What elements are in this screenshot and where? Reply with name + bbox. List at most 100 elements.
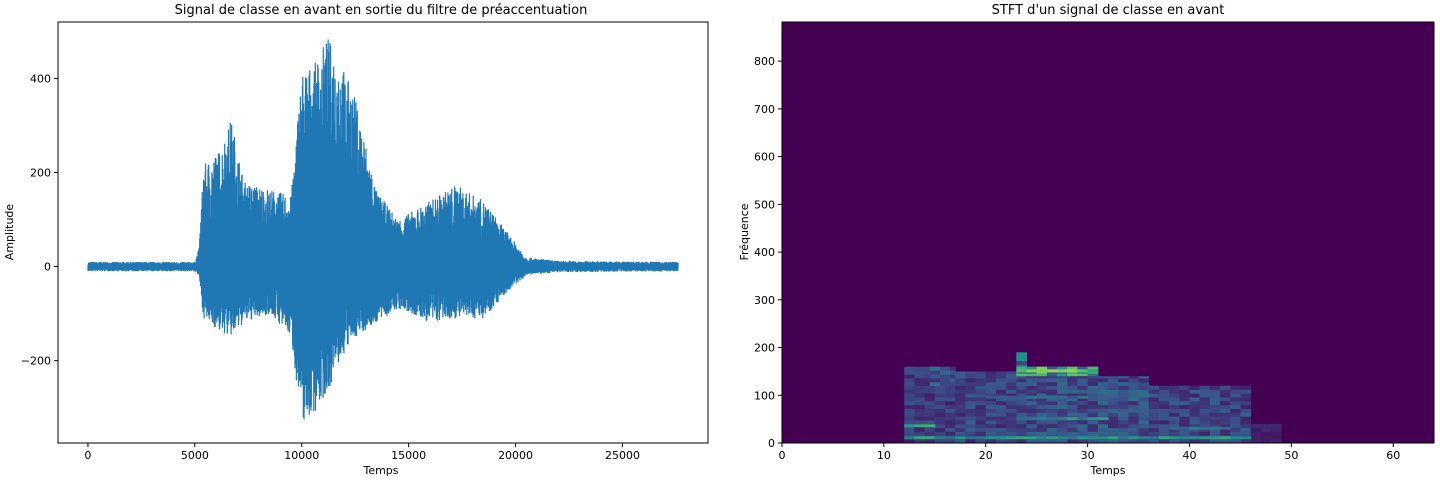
heatmap-cell — [1240, 416, 1252, 421]
heatmap-cell — [1118, 381, 1129, 387]
heatmap-cell — [1026, 423, 1038, 429]
heatmap-cell — [965, 378, 977, 383]
heatmap-cell — [1179, 439, 1190, 444]
heatmap-cell — [1271, 439, 1282, 444]
heatmap-cell — [945, 423, 956, 429]
heatmap-cell — [1036, 427, 1048, 432]
heatmap-cell — [1036, 376, 1048, 379]
heatmap-cell — [1077, 389, 1089, 394]
heatmap-cell — [965, 400, 977, 406]
heatmap-cell — [1240, 408, 1252, 413]
heatmap-harmonic-cell — [914, 424, 926, 428]
heatmap-cell — [955, 427, 966, 432]
heatmap-cell — [1118, 385, 1129, 390]
heatmap-cell — [1220, 385, 1231, 390]
heatmap-cell — [955, 423, 966, 429]
heatmap-cell — [995, 439, 1007, 444]
heatmap-cell — [1006, 381, 1017, 387]
heatmap-cell — [965, 431, 977, 436]
heatmap-cell — [1118, 427, 1129, 432]
heatmap-cell — [1179, 420, 1190, 425]
y-tick-label: 0 — [768, 437, 775, 450]
heatmap-cell — [1179, 404, 1190, 409]
heatmap-harmonic-cell — [1016, 436, 1027, 440]
heatmap-cell — [914, 393, 926, 398]
heatmap-cell — [1006, 400, 1017, 406]
heatmap-cell — [914, 374, 926, 379]
heatmap-cell — [1118, 423, 1129, 429]
heatmap-cell — [1067, 439, 1078, 444]
heatmap-cell — [1006, 416, 1017, 421]
signal-y-axis-label: Amplitude — [3, 204, 16, 261]
heatmap-cell — [1209, 400, 1221, 406]
heatmap-cell — [1118, 404, 1129, 409]
heatmap-cell — [924, 439, 936, 444]
heatmap-cell — [1158, 389, 1170, 394]
signal-waveform-line — [87, 39, 679, 420]
heatmap-cell — [1108, 420, 1119, 425]
heatmap-cell — [1189, 385, 1201, 390]
heatmap-cell — [1179, 416, 1190, 421]
heatmap-cell — [1006, 439, 1017, 444]
heatmap-cell — [1128, 412, 1140, 417]
heatmap-cell — [1260, 423, 1272, 429]
heatmap-harmonic-cell — [1067, 369, 1078, 373]
heatmap-cell — [1148, 404, 1160, 409]
heatmap-cell — [1057, 385, 1068, 390]
heatmap-cell — [1169, 427, 1180, 432]
heatmap-cell — [1169, 408, 1180, 413]
heatmap-cell — [985, 412, 997, 417]
heatmap-cell — [1128, 400, 1140, 406]
heatmap-harmonic-cell — [934, 436, 946, 440]
heatmap-cell — [995, 389, 1007, 394]
heatmap-cell — [1057, 366, 1068, 370]
heatmap-cell — [1158, 385, 1170, 390]
heatmap-cell — [1016, 408, 1027, 413]
heatmap-cell — [985, 420, 997, 425]
heatmap-cell — [1036, 389, 1048, 394]
heatmap-cell — [950, 374, 956, 379]
heatmap-cell — [924, 431, 936, 436]
heatmap-cell — [1006, 420, 1017, 425]
heatmap-cell — [1067, 378, 1078, 383]
heatmap-cell — [1016, 412, 1027, 417]
heatmap-cell — [1118, 412, 1129, 417]
heatmap-cell — [904, 385, 915, 390]
heatmap-cell — [934, 393, 946, 398]
heatmap-cell — [1016, 378, 1027, 383]
heatmap-cell — [1087, 366, 1099, 370]
heatmap-cell — [1230, 427, 1241, 432]
heatmap-cell — [1158, 420, 1170, 425]
heatmap-cell — [1220, 439, 1231, 444]
heatmap-cell — [1087, 431, 1099, 436]
heatmap-cell — [955, 412, 966, 417]
heatmap-cell — [975, 408, 987, 413]
heatmap-cell — [985, 416, 997, 421]
stft-axes-frame — [781, 21, 1435, 444]
heatmap-cell — [1118, 416, 1129, 421]
heatmap-harmonic-cell — [1199, 426, 1211, 430]
heatmap-cell — [1220, 416, 1231, 421]
heatmap-cell — [975, 393, 987, 398]
heatmap-cell — [914, 400, 926, 406]
heatmap-cell — [1199, 397, 1211, 402]
heatmap-cell — [904, 416, 915, 421]
heatmap-harmonic-cell — [1179, 426, 1190, 430]
heatmap-cell — [1179, 389, 1190, 394]
heatmap-cell — [934, 423, 946, 429]
heatmap-cell — [1067, 427, 1078, 432]
x-tick-label: 50 — [1284, 449, 1298, 462]
heatmap-cell — [1158, 423, 1170, 429]
heatmap-cell — [939, 366, 951, 371]
heatmap-cell — [1057, 439, 1068, 444]
heatmap-cell — [1108, 416, 1119, 421]
heatmap-cell — [934, 404, 946, 409]
heatmap-cell — [1260, 439, 1272, 444]
heatmap-cell — [1128, 427, 1140, 432]
heatmap-cell — [975, 378, 987, 383]
heatmap-cell — [1016, 393, 1027, 398]
heatmap-harmonic-cell — [1087, 369, 1099, 373]
heatmap-cell — [1087, 439, 1099, 444]
heatmap-cell — [1271, 435, 1282, 440]
heatmap-cell — [945, 408, 956, 413]
